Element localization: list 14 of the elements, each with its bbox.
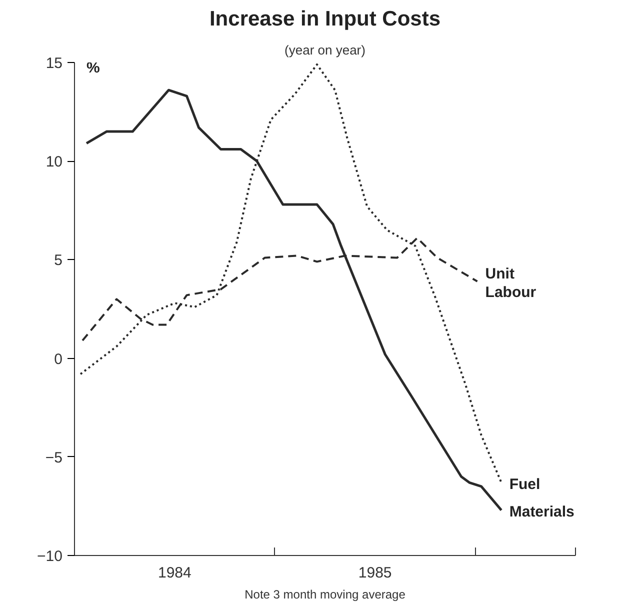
chart-title: Increase in Input Costs: [209, 8, 441, 30]
y-tick-label: 15: [46, 55, 63, 72]
y-tick-label: 5: [54, 252, 62, 270]
x-tick-label: 1984: [158, 564, 192, 582]
y-tick-label: 10: [46, 154, 63, 171]
text: Note 3 month moving average: [244, 588, 406, 602]
y-tick-label: 0: [54, 350, 62, 368]
series-label: Unit Labour: [485, 266, 536, 302]
series-label: Materials: [509, 504, 574, 521]
series-label: Fuel: [509, 476, 540, 494]
y-tick-label: −10: [37, 548, 63, 565]
chart-subtitle: (year on year): [284, 42, 366, 58]
x-tick-label: 1985: [358, 564, 392, 582]
y-tick-label: −5: [45, 449, 63, 466]
